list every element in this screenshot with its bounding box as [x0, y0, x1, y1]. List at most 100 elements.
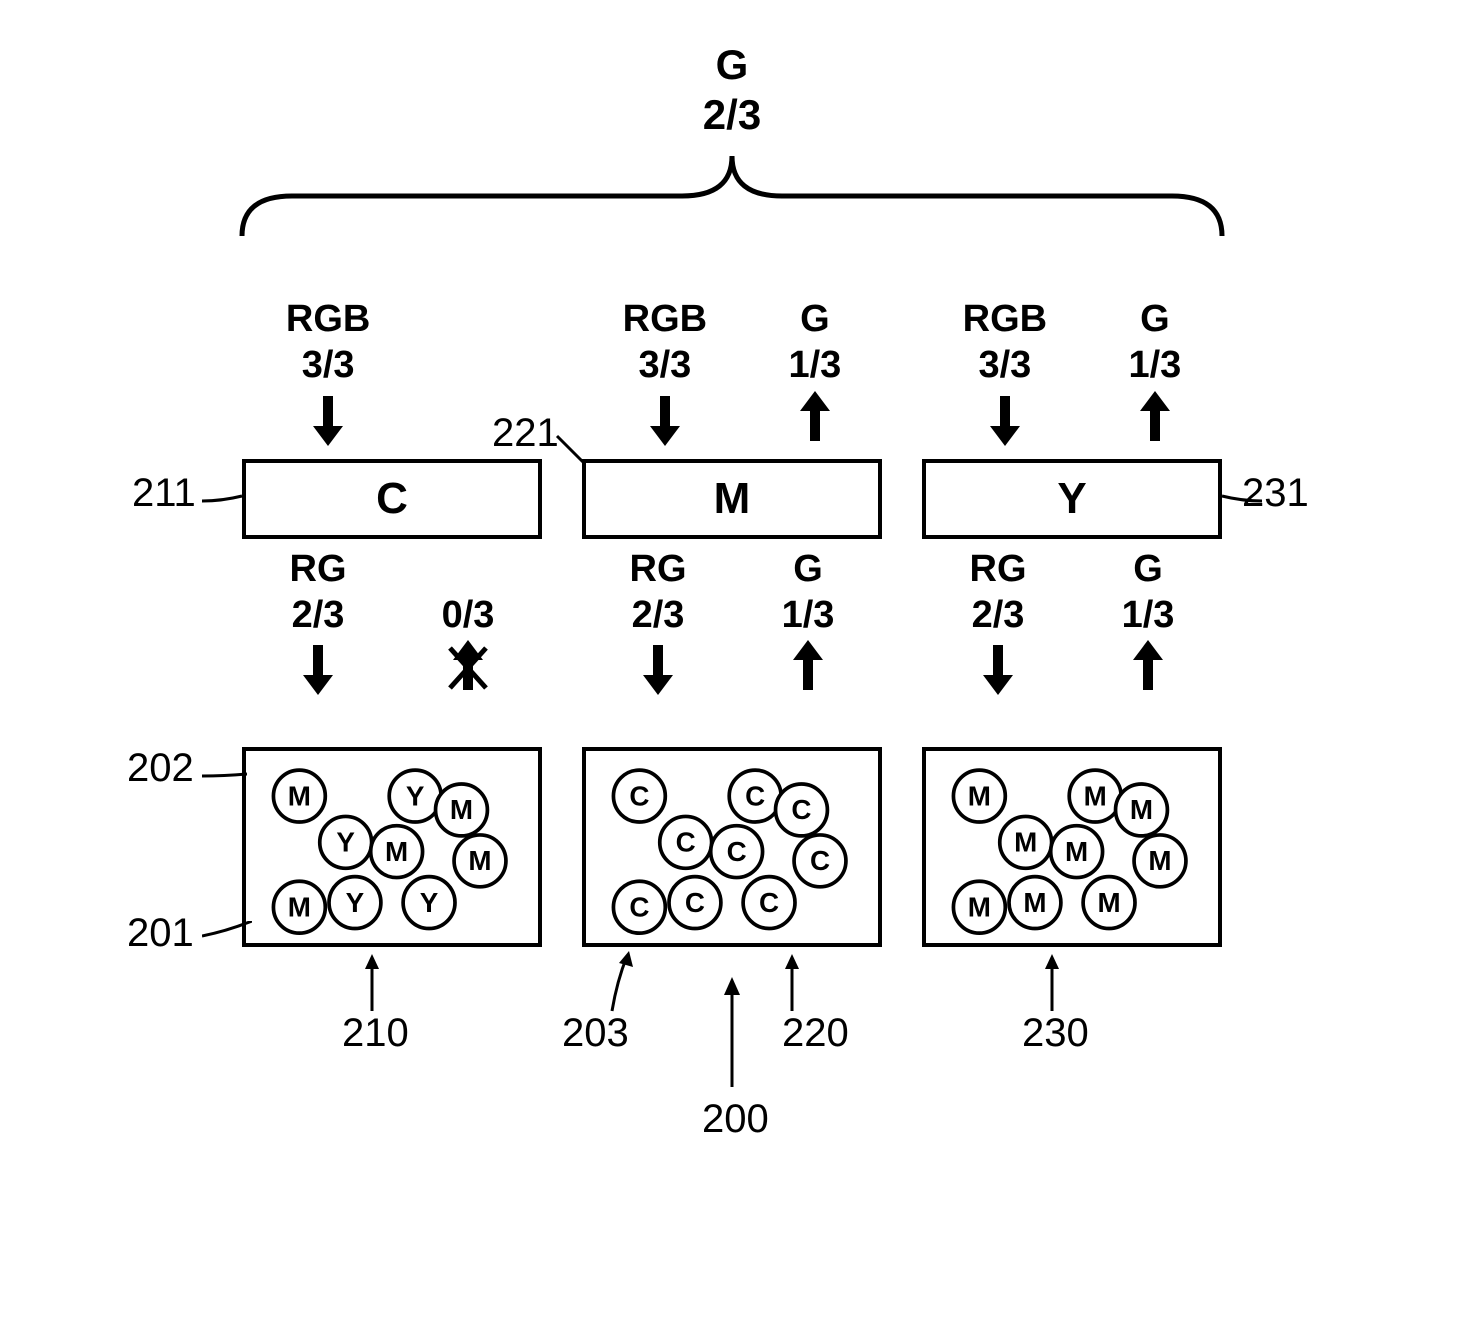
col-y-mid-in-line2: 2/3 [972, 595, 1025, 637]
col-y-top-in-line2: 3/3 [978, 345, 1031, 387]
svg-text:C: C [745, 780, 765, 811]
col-y-top-arrows: RGB3/3 G1/3 [922, 271, 1222, 451]
svg-text:M: M [1023, 887, 1046, 918]
col-m-mid-in-line2: 2/3 [632, 595, 685, 637]
col-y-mid-out-line2: 1/3 [1122, 595, 1175, 637]
col-y-mid-in-line1: RG [970, 549, 1027, 591]
ref-201: 201 [127, 911, 194, 956]
svg-text:C: C [791, 794, 811, 825]
ref-connector-icon [202, 921, 252, 941]
svg-text:C: C [685, 887, 705, 918]
col-m-mid-in: RG2/3 [630, 549, 687, 701]
col-m-pigment-box: CCCCCCCCC [582, 747, 882, 947]
bottom-refs: 200 [132, 957, 1332, 1157]
col-m-mid-out-line2: 1/3 [782, 595, 835, 637]
col-y-mid-arrows: RG2/3 G1/3 [922, 549, 1222, 739]
col-y-top-out: G1/3 [1128, 299, 1181, 451]
arrow-down-icon [638, 640, 678, 700]
svg-text:Y: Y [406, 780, 425, 811]
arrow-up-icon [795, 391, 835, 451]
svg-text:M: M [1014, 826, 1037, 857]
col-m-filter-box: M [582, 459, 882, 539]
col-c-top-in: RGB3/3 [286, 299, 370, 451]
col-m-mid-out-line1: G [793, 549, 823, 591]
col-m-mid-out: G1/3 [782, 549, 835, 701]
col-m-top-in-line1: RGB [623, 299, 707, 341]
ref-connector-icon [557, 436, 587, 466]
svg-text:Y: Y [346, 887, 365, 918]
overall-label-line2: 2/3 [132, 90, 1332, 140]
col-c-top-in-line2: 3/3 [302, 345, 355, 387]
svg-text:M: M [968, 780, 991, 811]
svg-text:M: M [450, 794, 473, 825]
svg-text:M: M [1065, 836, 1088, 867]
svg-text:M: M [468, 845, 491, 876]
col-c-mid-in-line1: RG [290, 549, 347, 591]
col-y-filter-box: Y [922, 459, 1222, 539]
col-y: RGB3/3G1/3YRG2/3G1/3MMMMMMMMM231230 [922, 271, 1222, 947]
ref-assembly: 200 [702, 1097, 769, 1142]
ref-202: 202 [127, 746, 194, 791]
svg-text:M: M [385, 836, 408, 867]
svg-text:C: C [629, 891, 649, 922]
col-c: RGB3/3 XXCRG2/3X0/3MYMYMMMYY211210202201 [242, 271, 542, 947]
col-c-filter-box: C [242, 459, 542, 539]
columns-container: RGB3/3 XXCRG2/3X0/3MYMYMMMYY211210202201… [132, 271, 1332, 947]
col-y-top-in: RGB3/3 [963, 299, 1047, 451]
svg-text:M: M [1130, 794, 1153, 825]
col-m-mid-arrows: RG2/3 G1/3 [582, 549, 882, 739]
col-m-top-out-line1: G [800, 299, 830, 341]
arrow-up-icon [1135, 391, 1175, 451]
svg-text:M: M [1148, 845, 1171, 876]
pigment-circles-icon: CCCCCCCCC [594, 759, 870, 935]
svg-text:C: C [727, 836, 747, 867]
col-m: RGB3/3G1/3MRG2/3G1/3CCCCCCCCC221220203 [582, 271, 882, 947]
svg-text:M: M [1097, 887, 1120, 918]
col-m-top-out-line2: 1/3 [788, 345, 841, 387]
col-m-top-arrows: RGB3/3 G1/3 [582, 271, 882, 451]
svg-text:Y: Y [336, 826, 355, 857]
ref-211: 211 [132, 471, 196, 516]
col-y-pigment-box: MMMMMMMMM [922, 747, 1222, 947]
svg-text:Y: Y [420, 887, 439, 918]
svg-text:C: C [676, 826, 696, 857]
col-y-top-out-line2: 1/3 [1128, 345, 1181, 387]
col-m-top-out: G1/3 [788, 299, 841, 451]
pigment-circles-icon: MMMMMMMMM [934, 759, 1210, 935]
col-y-mid-in: RG2/3 [970, 549, 1027, 701]
arrow-down-icon [308, 391, 348, 451]
ref-connector-icon [1222, 496, 1262, 506]
col-c-top-in-line1: RGB [286, 299, 370, 341]
diagram-root: G 2/3 RGB3/3 XXCRG2/3X0/3MYMYMMMYY211210… [132, 40, 1332, 1157]
col-m-mid-in-line1: RG [630, 549, 687, 591]
ref-221: 221 [492, 411, 559, 456]
arrow-down-icon [298, 640, 338, 700]
col-c-mid-arrows: RG2/3 X0/3 [242, 549, 542, 739]
arrow-down-icon [985, 391, 1025, 451]
arrow-up-icon [788, 640, 828, 700]
arrow-down-icon [645, 391, 685, 451]
svg-text:C: C [759, 887, 779, 918]
ref-connector-icon [202, 771, 247, 781]
col-y-mid-out-line1: G [1133, 549, 1163, 591]
col-c-mid-in-line2: 2/3 [292, 595, 345, 637]
col-c-mid-in: RG2/3 [290, 549, 347, 701]
svg-text:M: M [288, 891, 311, 922]
arrow-down-icon [978, 640, 1018, 700]
arrow-up-icon [448, 640, 488, 700]
col-c-pigment-box: MYMYMMMYY [242, 747, 542, 947]
col-y-top-out-line1: G [1140, 299, 1170, 341]
col-c-mid-out: X0/3 [442, 549, 495, 701]
svg-text:M: M [288, 780, 311, 811]
svg-text:C: C [629, 780, 649, 811]
ref-connector-icon [202, 496, 242, 506]
col-y-top-in-line1: RGB [963, 299, 1047, 341]
arrow-up-icon [1128, 640, 1168, 700]
overall-label-line1: G [132, 40, 1332, 90]
col-y-mid-out: G1/3 [1122, 549, 1175, 701]
svg-text:M: M [1084, 780, 1107, 811]
pigment-circles-icon: MYMYMMMYY [254, 759, 530, 935]
col-m-top-in-line2: 3/3 [638, 345, 691, 387]
ref-231: 231 [1242, 471, 1309, 516]
svg-text:C: C [810, 845, 830, 876]
